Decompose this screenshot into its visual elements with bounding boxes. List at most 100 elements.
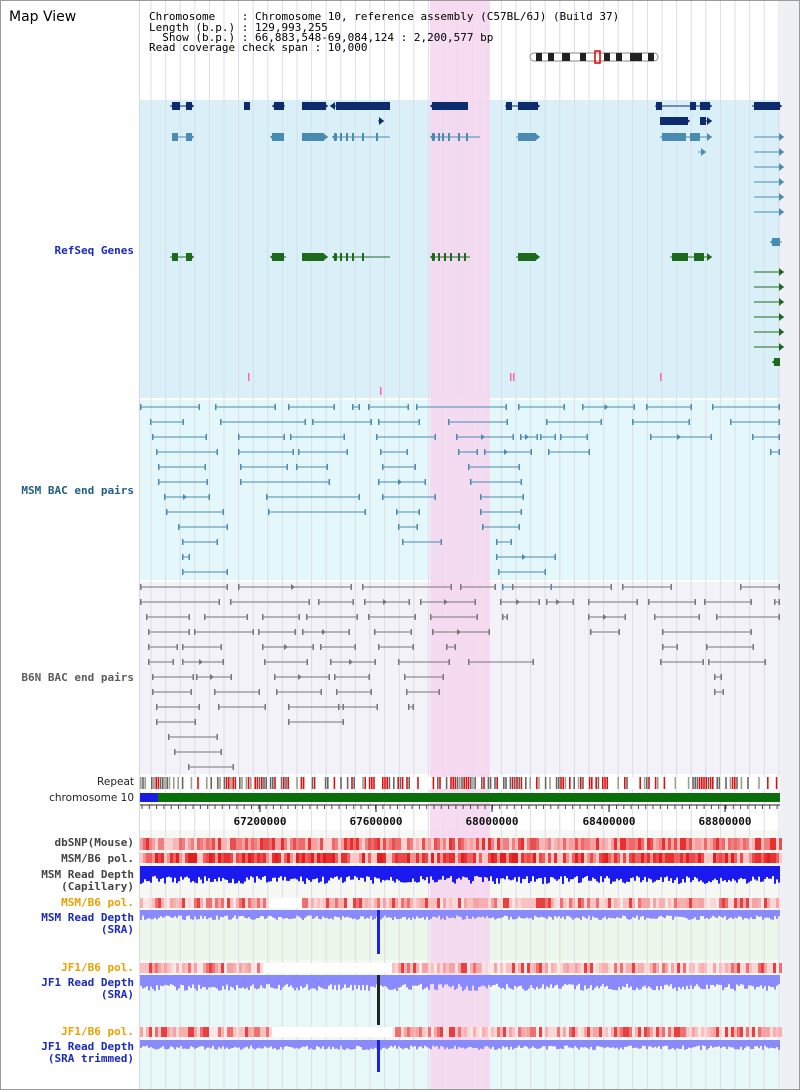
b6n-bac-pair-end (362, 584, 364, 590)
polymorphism-cell (401, 853, 404, 863)
track-label-msm-bac[interactable]: MSM BAC end pairs (21, 484, 134, 497)
refseq-transcript-arrow (779, 178, 784, 186)
refseq-gene-arrow (244, 102, 249, 110)
read-depth-bar (534, 1040, 536, 1049)
read-depth-bar (312, 866, 314, 880)
polymorphism-cell (182, 853, 185, 863)
b6n-bac-pair-end (406, 689, 408, 695)
polymorphism-cell (194, 1027, 197, 1037)
read-depth-bar (666, 1040, 668, 1046)
polymorphism-cell (350, 898, 353, 908)
ideogram-band (536, 53, 542, 61)
polymorphism-cell (437, 838, 440, 850)
b6n-bac-pair-end (148, 644, 150, 650)
polymorphism-cell (614, 838, 617, 850)
polymorphism-cell (761, 963, 764, 973)
read-depth-bar (564, 910, 566, 920)
polymorphism-cell (461, 838, 464, 850)
read-depth-bar (480, 1040, 482, 1049)
track-label-refseq[interactable]: RefSeq Genes (54, 244, 134, 257)
read-depth-bar (622, 975, 624, 987)
polymorphism-cell (299, 853, 302, 863)
read-depth-bar (568, 1040, 570, 1048)
read-depth-bar (162, 1040, 164, 1047)
msm-bac-pair-end (560, 434, 562, 440)
read-depth-bar (690, 866, 692, 883)
polymorphism-cell (596, 963, 599, 973)
track-label-msm-b6-pol[interactable]: MSM/B6 pol. (61, 852, 134, 865)
track-label-msm-depth-capillary[interactable]: MSM Read Depth (41, 868, 134, 881)
read-depth-bar (758, 866, 760, 877)
refseq-gene-exon (656, 102, 662, 110)
polymorphism-cell (653, 1027, 656, 1037)
track-label-jf1-depth-trimmed[interactable]: JF1 Read Depth (41, 1040, 134, 1053)
read-depth-bar (578, 975, 580, 984)
read-depth-bar (604, 866, 606, 879)
b6n-bac-pair-end (218, 704, 220, 710)
read-depth-bar (362, 866, 364, 879)
read-depth-bar (554, 1040, 556, 1047)
read-depth-bar (174, 866, 176, 878)
repeat-element (272, 777, 274, 789)
read-depth-bar (344, 866, 346, 882)
polymorphism-cell (491, 1027, 494, 1037)
read-depth-bar (382, 910, 384, 918)
read-depth-bar (550, 866, 552, 877)
track-label-jf1-b6-pol[interactable]: JF1/B6 pol. (61, 961, 134, 974)
polymorphism-cell (377, 853, 380, 863)
polymorphism-cell (548, 963, 551, 973)
read-depth-bar (524, 1040, 526, 1046)
read-depth-bar (480, 866, 482, 878)
read-depth-bar (456, 975, 458, 989)
repeat-element (230, 777, 232, 789)
track-label-jf1-depth-sra[interactable]: JF1 Read Depth (41, 976, 134, 989)
track-label-jf1-b6-pol-2[interactable]: JF1/B6 pol. (61, 1025, 134, 1038)
read-depth-bar (308, 866, 310, 881)
repeat-element (386, 777, 388, 789)
polymorphism-cell (425, 838, 428, 850)
polymorphism-cell (404, 963, 407, 973)
repeat-element (254, 777, 256, 789)
track-label-b6n-bac[interactable]: B6N BAC end pairs (21, 671, 134, 684)
read-depth-bar (578, 866, 580, 884)
polymorphism-cell (155, 963, 158, 973)
polymorphism-cell (194, 853, 197, 863)
polymorphism-cell (452, 898, 455, 908)
polymorphism-cell (515, 963, 518, 973)
polymorphism-cell (476, 838, 479, 850)
track-label-repeat[interactable]: Repeat (97, 776, 134, 788)
read-depth-bar (688, 910, 690, 920)
polymorphism-cell (152, 1027, 155, 1037)
polymorphism-cell (569, 1027, 572, 1037)
polymorphism-cell (302, 898, 305, 908)
polymorphism-cell (521, 853, 524, 863)
repeat-element (399, 777, 402, 789)
refseq-gene-model-exon (362, 253, 364, 261)
b6n-bac-pair-end (156, 704, 158, 710)
polymorphism-cell (245, 853, 248, 863)
read-depth-bar (570, 975, 572, 985)
read-depth-bar (450, 910, 452, 918)
track-label-msm-b6-pol-sra[interactable]: MSM/B6 pol. (61, 896, 134, 909)
polymorphism-cell (410, 898, 413, 908)
read-depth-bar (508, 910, 510, 920)
track-label-dbsnp[interactable]: dbSNP(Mouse) (54, 836, 134, 849)
refseq-transcript-arrow (770, 238, 775, 246)
msm-bac-pair-clone-mark (398, 479, 402, 485)
read-depth-bar (738, 975, 740, 987)
read-depth-bar (408, 910, 410, 918)
read-depth-bar (468, 866, 470, 880)
polymorphism-cell (410, 838, 413, 850)
read-depth-bar (244, 1040, 246, 1048)
read-depth-bar (264, 910, 266, 920)
track-label-msm-depth-sra[interactable]: MSM Read Depth (41, 911, 134, 924)
polymorphism-cell (278, 1027, 281, 1037)
read-depth-bar (592, 1040, 594, 1050)
polymorphism-cell (776, 853, 779, 863)
polymorphism-cell (230, 838, 233, 850)
read-depth-bar (566, 866, 568, 878)
polymorphism-cell (356, 898, 359, 908)
msm-bac-pair-end (440, 539, 442, 545)
polymorphism-cell (449, 853, 452, 863)
